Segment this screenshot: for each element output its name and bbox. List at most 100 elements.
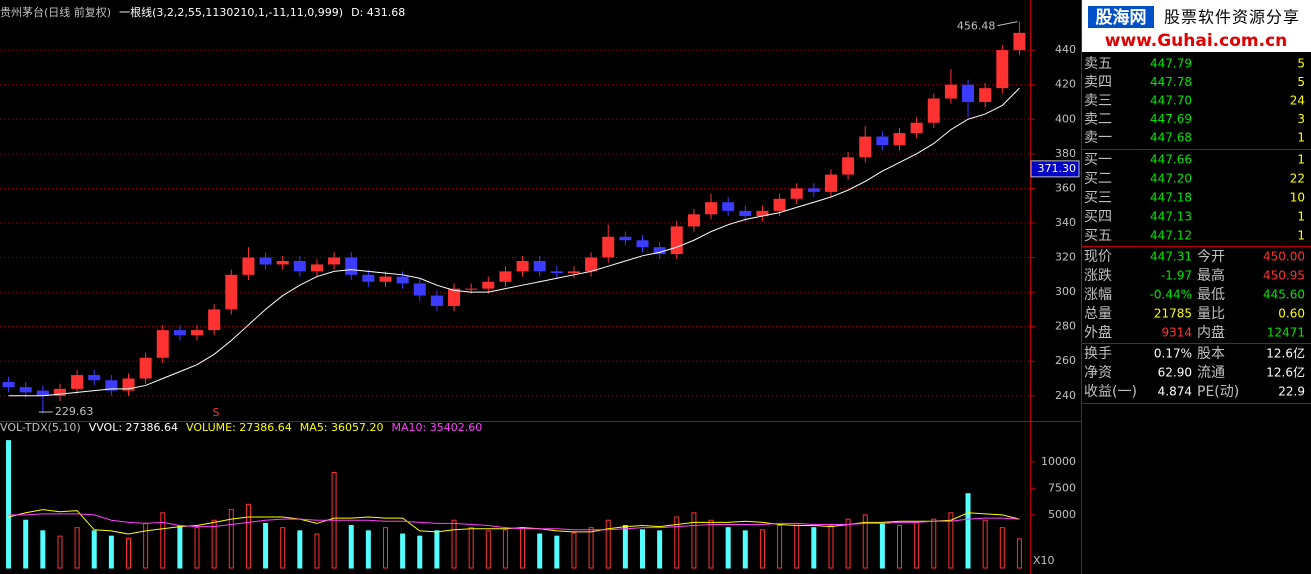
candle-body [499, 271, 512, 282]
quote-value: 445.60 [1263, 288, 1305, 302]
volume-bar [879, 522, 885, 569]
volume-bar [759, 529, 765, 569]
volume-bar [194, 527, 200, 569]
volume-bar [897, 525, 902, 569]
candle-body [2, 381, 15, 388]
volume-bar [314, 533, 320, 569]
book-volume: 3 [1297, 112, 1305, 126]
y-tick-label: 360 [1055, 181, 1076, 194]
book-label: 买五 [1084, 228, 1112, 244]
volume-bar [605, 519, 611, 569]
book-price: 447.79 [1150, 57, 1192, 71]
candle-body [208, 309, 221, 331]
volume-bar [417, 535, 423, 569]
y-tick-label: 5000 [1048, 508, 1076, 521]
candle-body [687, 214, 700, 227]
volume-bar [126, 537, 131, 569]
quote-value: 12471 [1267, 326, 1305, 340]
book-volume: 5 [1297, 57, 1305, 71]
header-text: VVOL: 27386.64 [89, 421, 178, 434]
quote-label: 股本 [1197, 346, 1225, 362]
scale-label: X10 [1033, 554, 1055, 567]
book-price: 447.20 [1150, 172, 1192, 186]
volume-bar [91, 530, 97, 569]
book-volume: 1 [1297, 210, 1305, 224]
book-volume: 24 [1290, 94, 1305, 108]
candle-body [362, 274, 375, 282]
quote-label: 最高 [1197, 267, 1225, 284]
candle-body [653, 247, 666, 255]
candle-body [567, 271, 580, 274]
candle-body [293, 260, 306, 272]
header-text: VOLUME: 27386.64 [186, 421, 292, 434]
volume-bar [6, 440, 12, 569]
cursor-box [1030, 160, 1080, 178]
y-tick-label: 320 [1055, 251, 1076, 264]
book-volume: 10 [1290, 191, 1305, 205]
y-tick-label: 300 [1055, 285, 1076, 298]
candle-body [19, 387, 32, 393]
quote-value: -0.44% [1150, 288, 1192, 302]
y-tick-label: 240 [1055, 389, 1076, 402]
candle-body [465, 288, 478, 290]
candle-body [927, 98, 940, 123]
brand-box [1088, 6, 1154, 28]
candle-body [756, 210, 769, 217]
quote-value: 0.17% [1154, 347, 1192, 361]
book-volume: 1 [1297, 229, 1305, 243]
candle-body [413, 283, 426, 296]
ma-line [8, 513, 1020, 531]
volume-bar [468, 527, 474, 569]
volume-bar [828, 525, 834, 569]
candle-body [430, 295, 443, 306]
book-price: 447.68 [1150, 131, 1192, 145]
slogan: 股票软件资源分享 [1164, 8, 1300, 27]
volume-bar [74, 527, 80, 569]
header-text: 一根线(3,2,2,55,1130210,1,-11,11,0,999) [119, 5, 343, 19]
book-label: 买一 [1084, 152, 1112, 168]
candle-body [910, 122, 923, 134]
quote-label: 内盘 [1197, 324, 1225, 341]
quote-label: 总量 [1084, 306, 1112, 322]
book-label: 买二 [1084, 171, 1112, 187]
candle-body [619, 236, 632, 241]
quote-label: 现价 [1084, 249, 1112, 265]
book-label: 卖五 [1084, 56, 1112, 72]
volume-bar [211, 519, 217, 569]
candle-body [996, 50, 1009, 89]
candle-body [88, 375, 101, 381]
volume-bar [982, 519, 988, 569]
candle-body [670, 226, 683, 255]
volume-bar [348, 525, 354, 569]
header-text: 贵州茅台(日线 前复权) [0, 5, 111, 19]
quote-label: PE(动) [1197, 384, 1239, 400]
candle-body [225, 274, 238, 310]
volume-bar [365, 530, 371, 569]
volume-bar [622, 525, 628, 569]
header-text: D: 431.68 [351, 6, 405, 19]
brand: 股海网 [1096, 7, 1147, 28]
candle-body [396, 276, 409, 284]
candle-body [790, 188, 803, 199]
book-price: 447.78 [1150, 75, 1192, 89]
quote-value: 21785 [1154, 307, 1192, 321]
signal: S [213, 406, 220, 419]
candle-body [276, 260, 289, 265]
candle-body [893, 133, 906, 146]
candle-body [345, 257, 358, 275]
candle-body [585, 257, 598, 272]
candle-body [944, 84, 957, 99]
candle-body [859, 136, 872, 158]
candle-body [533, 260, 546, 272]
book-price: 447.13 [1150, 210, 1192, 224]
y-tick-label: 340 [1055, 216, 1076, 229]
volume-bar [160, 512, 166, 569]
book-label: 买四 [1084, 209, 1112, 225]
quote-value: 12.6亿 [1266, 365, 1305, 380]
volume-bar [108, 535, 114, 569]
candle-body [962, 84, 975, 102]
quote-label: 涨跌 [1084, 268, 1112, 284]
